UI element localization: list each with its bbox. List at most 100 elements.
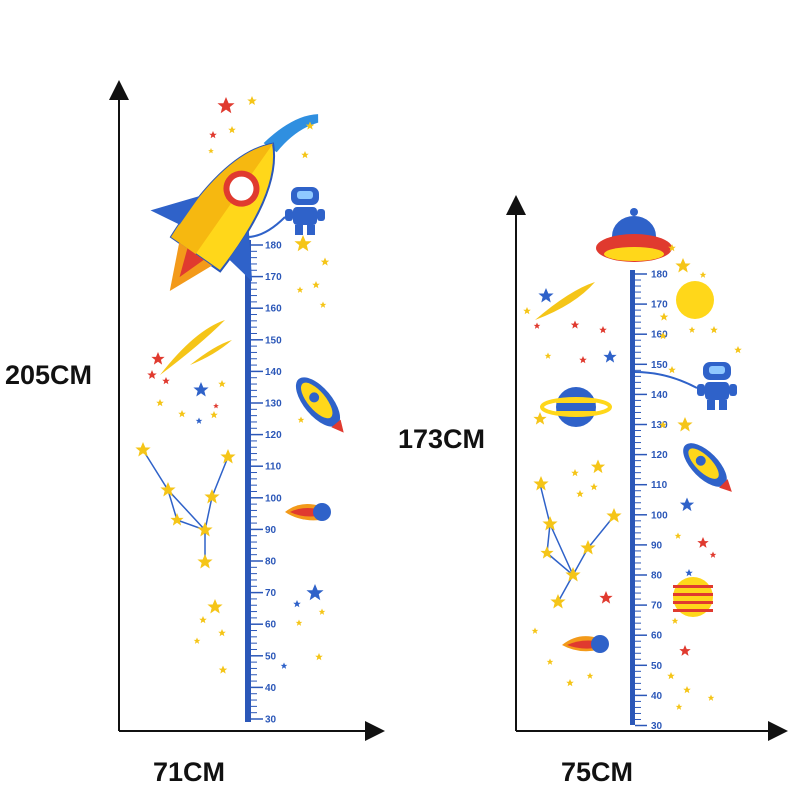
ruler-tick-label: 60 xyxy=(651,631,663,642)
right-width-label: 75CM xyxy=(561,757,634,787)
star-icon xyxy=(697,537,709,548)
star-icon xyxy=(199,616,207,624)
star-icon xyxy=(677,417,693,432)
ruler-tick-label: 160 xyxy=(265,304,282,315)
small-rocket-icon xyxy=(295,377,344,433)
star-icon xyxy=(709,551,717,558)
ruler-tick-label: 30 xyxy=(651,721,663,732)
star-icon xyxy=(570,320,580,329)
star-icon xyxy=(178,410,186,418)
comet-icon-right xyxy=(535,282,595,320)
ruler-tick-label: 40 xyxy=(651,691,663,702)
meteor-icon-right xyxy=(562,635,609,653)
ruler-tick-label: 180 xyxy=(651,270,668,281)
ruler-tick-label: 100 xyxy=(265,493,282,504)
star-icon xyxy=(579,356,587,364)
robot-astronaut-icon-right xyxy=(634,362,737,410)
star-icon xyxy=(210,411,218,419)
star-icon xyxy=(315,653,323,661)
star-icon xyxy=(147,370,157,380)
star-icon xyxy=(156,399,164,407)
planet-icon xyxy=(540,387,612,427)
star-icon xyxy=(550,594,566,609)
ruler-tick-label: 130 xyxy=(265,399,282,410)
left-axes xyxy=(109,80,385,741)
ruler-tick-label: 60 xyxy=(265,620,277,631)
ruler-tick-label: 90 xyxy=(651,540,663,551)
right-height-label: 173CM xyxy=(398,424,486,454)
ruler-tick-label: 50 xyxy=(265,651,277,662)
star-icon xyxy=(320,257,330,266)
star-icon xyxy=(603,350,617,363)
ruler-tick-label: 160 xyxy=(651,330,668,341)
star-icon xyxy=(659,312,669,321)
star-icon xyxy=(674,532,682,539)
star-icon xyxy=(162,377,170,385)
ruler-tick-label: 80 xyxy=(265,557,277,568)
ruler-tick-label: 110 xyxy=(265,462,282,473)
left-width-label: 71CM xyxy=(153,757,226,787)
star-icon xyxy=(679,497,695,512)
star-icon xyxy=(546,658,554,665)
ruler-tick-label: 170 xyxy=(651,300,668,311)
star-icon xyxy=(193,637,201,644)
star-icon xyxy=(319,301,327,308)
star-icon xyxy=(566,679,574,687)
meteor-icon xyxy=(285,503,331,521)
star-icon xyxy=(306,584,324,601)
left-height-label: 205CM xyxy=(5,360,93,390)
ruler-tick-label: 150 xyxy=(265,335,282,346)
star-icon xyxy=(296,286,304,293)
ruler-tick-label: 100 xyxy=(651,510,668,521)
star-icon xyxy=(135,442,151,457)
star-icon xyxy=(204,489,220,504)
ruler-tick-label: 80 xyxy=(651,571,663,582)
star-icon xyxy=(606,508,622,523)
star-icon xyxy=(293,600,301,608)
ruler-tick-label: 70 xyxy=(265,588,277,599)
ruler-tick-label: 140 xyxy=(651,390,668,401)
star-icon xyxy=(710,326,718,334)
star-icon xyxy=(544,352,552,359)
star-icon xyxy=(220,449,236,464)
star-icon xyxy=(228,126,236,134)
ruler-tick-label: 150 xyxy=(651,360,668,371)
ruler-tick-label: 90 xyxy=(265,525,277,536)
ruler-tick-label: 130 xyxy=(651,420,668,431)
star-icon xyxy=(160,482,176,497)
star-icon xyxy=(217,97,235,114)
star-icon xyxy=(679,645,691,656)
star-icon xyxy=(599,591,613,604)
star-icon xyxy=(683,686,691,694)
star-icon xyxy=(668,366,676,374)
star-icon xyxy=(218,665,228,674)
star-icon xyxy=(297,416,305,423)
constellation-icon-right xyxy=(539,483,615,603)
rocket-icon xyxy=(150,114,319,292)
star-icon xyxy=(531,627,539,634)
moon-icon xyxy=(676,281,714,319)
comet-icon xyxy=(160,320,232,375)
left-ruler: 180 170 160 150 140 130 120 110 100 90 80 70 60 50 40 3… xyxy=(245,240,282,726)
star-icon xyxy=(707,694,715,701)
star-icon xyxy=(667,672,675,680)
star-icon xyxy=(571,469,579,477)
star-icon xyxy=(209,131,217,139)
ruler-tick-label: 120 xyxy=(265,430,282,441)
star-icon xyxy=(685,569,693,577)
ruler-tick-label: 30 xyxy=(265,715,277,726)
robot-astronaut-icon xyxy=(246,187,325,238)
star-icon xyxy=(170,513,184,526)
constellation-icon xyxy=(142,449,229,562)
star-icon xyxy=(208,148,214,154)
star-icon xyxy=(318,608,326,615)
ruler-tick-label: 180 xyxy=(265,241,282,252)
star-icon xyxy=(195,417,203,424)
star-icon xyxy=(699,271,707,278)
star-icon xyxy=(213,403,219,409)
star-icon xyxy=(193,382,209,397)
star-icon xyxy=(312,281,320,289)
star-icon xyxy=(247,96,257,106)
star-icon xyxy=(280,662,288,669)
